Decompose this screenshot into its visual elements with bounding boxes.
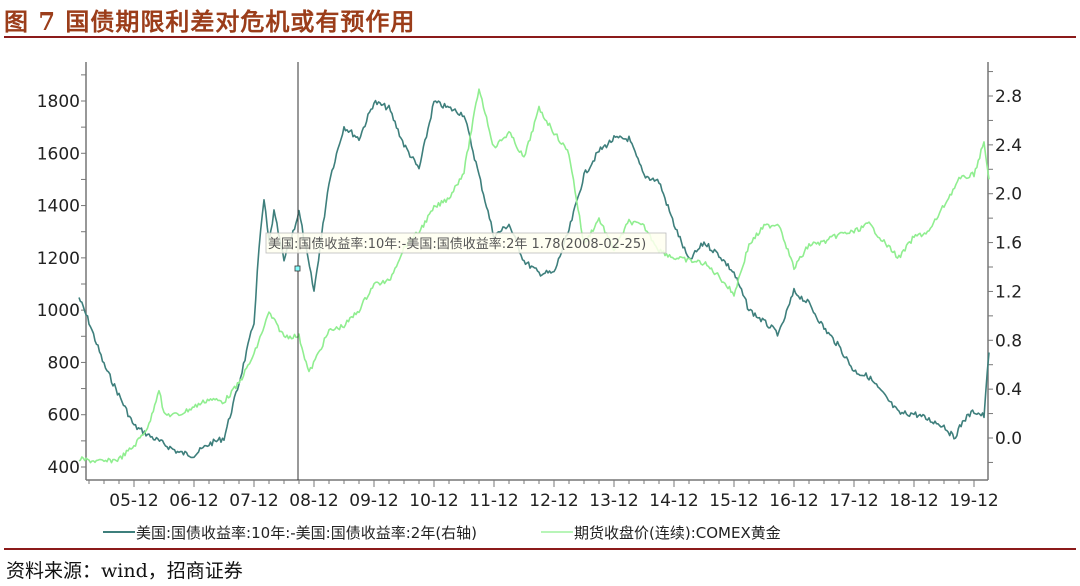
chart-series <box>78 88 990 464</box>
legend-label-spread: 美国:国债收益率:10年:-美国:国债收益率:2年(右轴) <box>136 524 477 542</box>
title-divider <box>4 36 1076 38</box>
source-note: 资料来源：wind，招商证券 <box>6 560 243 582</box>
tooltip-text: 美国:国债收益率:10年:-美国:国债收益率:2年 1.78(2008-02-2… <box>268 236 646 252</box>
x-axis-tick-label: 07-12 <box>229 491 278 511</box>
x-axis-tick-label: 15-12 <box>709 491 758 511</box>
legend-label-gold: 期货收盘价(连续):COMEX黄金 <box>574 524 781 542</box>
tooltip: 美国:国债收益率:10年:-美国:国债收益率:2年 1.78(2008-02-2… <box>265 232 667 254</box>
x-axis-tick-label: 17-12 <box>829 491 878 511</box>
x-axis-tick-label: 09-12 <box>349 491 398 511</box>
yield-spread-line <box>78 99 990 459</box>
right-axis-tick-label: 1.6 <box>995 234 1022 254</box>
right-axis-tick-label: 1.2 <box>995 282 1022 302</box>
x-axis-tick-label: 18-12 <box>889 491 938 511</box>
right-axis-tick-label: 2.0 <box>995 185 1022 205</box>
x-axis-tick-label: 13-12 <box>589 491 638 511</box>
left-axis-tick-label: 1600 <box>37 144 80 164</box>
footer-divider <box>4 548 1076 550</box>
x-axis-tick-label: 14-12 <box>649 491 698 511</box>
legend: 美国:国债收益率:10年:-美国:国债收益率:2年(右轴) 期货收盘价(连续):… <box>103 524 781 542</box>
right-axis-tick-label: 2.4 <box>995 136 1022 156</box>
x-axis-tick-label: 10-12 <box>409 491 458 511</box>
x-axis-tick-label: 11-12 <box>469 491 518 511</box>
right-axis-tick-label: 0.8 <box>995 331 1022 351</box>
left-axis-tick-label: 400 <box>48 458 80 478</box>
x-axis-tick-label: 19-12 <box>949 491 998 511</box>
left-axis-tick-label: 1400 <box>37 197 80 217</box>
right-axis-tick-label: 0.4 <box>995 380 1022 400</box>
x-axis-tick-label: 06-12 <box>169 491 218 511</box>
chart-axes: 400 600 800 1000 1200 1400 1600 1800 0.0 0.4 0.8 1.… <box>37 62 1022 511</box>
right-axis-tick-label: 0.0 <box>995 429 1022 449</box>
left-axis-tick-label: 800 <box>48 353 80 373</box>
left-axis-tick-label: 1800 <box>37 92 80 112</box>
x-axis-tick-label: 05-12 <box>109 491 158 511</box>
x-axis-tick-label: 16-12 <box>769 491 818 511</box>
left-axis-tick-label: 1200 <box>37 249 80 269</box>
crosshair-marker <box>294 265 301 272</box>
gold-price-line <box>78 88 990 464</box>
left-axis-tick-label: 600 <box>48 406 80 426</box>
x-axis-tick-label: 12-12 <box>529 491 578 511</box>
left-axis-tick-label: 1000 <box>37 301 80 321</box>
x-axis-tick-label: 08-12 <box>289 491 338 511</box>
figure-title: 图 7 国债期限利差对危机或有预作用 <box>4 7 416 36</box>
right-axis-tick-label: 2.8 <box>995 87 1022 107</box>
